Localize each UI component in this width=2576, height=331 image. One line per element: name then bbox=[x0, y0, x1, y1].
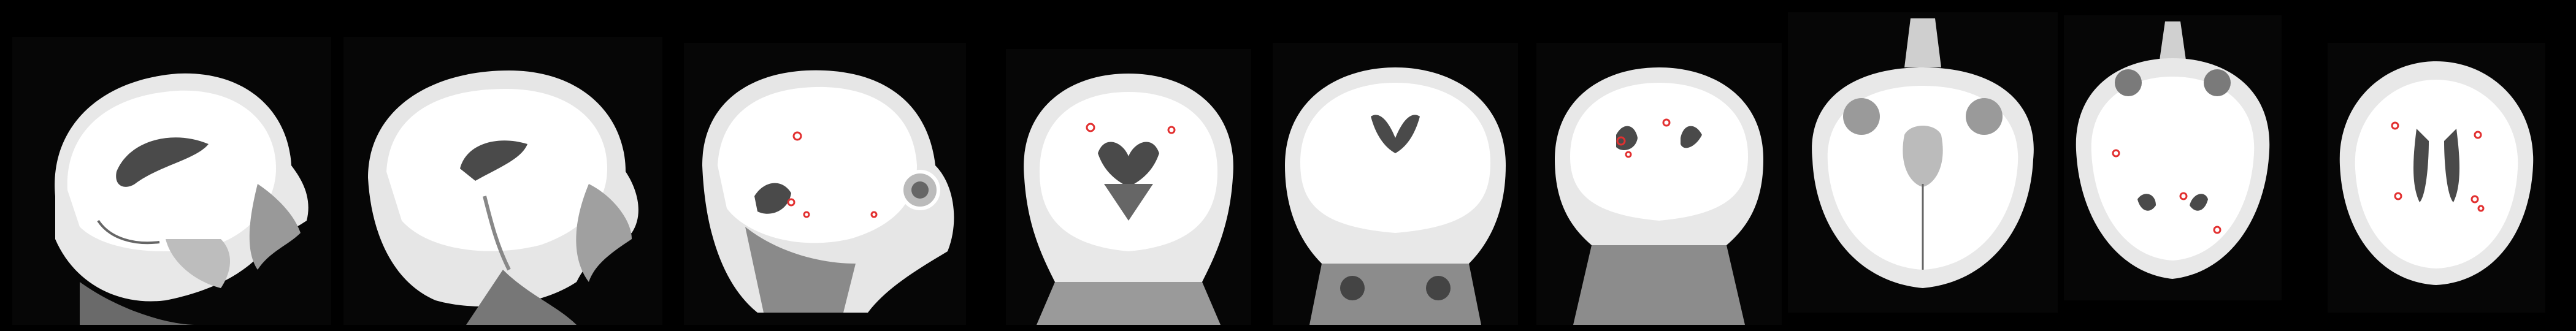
axial-slice-1 bbox=[1788, 12, 2058, 313]
coronal-slice-1 bbox=[1006, 49, 1251, 325]
coronal-slice-1-image bbox=[1006, 49, 1251, 325]
lesion-marker bbox=[2474, 131, 2482, 139]
sagittal-slice-2-image bbox=[343, 37, 662, 325]
sagittal-slice-2 bbox=[343, 37, 662, 325]
lesion-marker bbox=[803, 211, 810, 218]
lesion-marker bbox=[787, 198, 795, 207]
coronal-slice-2 bbox=[1273, 43, 1518, 325]
sagittal-slice-3-image bbox=[684, 43, 966, 325]
lesion-marker bbox=[2179, 192, 2188, 200]
coronal-slice-3-image bbox=[1536, 43, 1782, 325]
sagittal-slice-1-image bbox=[12, 37, 331, 325]
lesion-marker bbox=[2477, 205, 2485, 212]
coronal-slice-3 bbox=[1536, 43, 1782, 325]
lesion-marker bbox=[2112, 149, 2120, 158]
lesion-marker bbox=[1086, 123, 1095, 132]
axial-slice-2 bbox=[2064, 15, 2282, 300]
sagittal-slice-1 bbox=[12, 37, 331, 325]
axial-slice-3 bbox=[2328, 43, 2545, 313]
lesion-marker bbox=[2391, 121, 2399, 130]
lesion-marker bbox=[870, 211, 878, 218]
lesion-marker bbox=[1616, 136, 1626, 146]
axial-slice-1-image bbox=[1788, 12, 2058, 313]
lesion-marker bbox=[2213, 226, 2221, 234]
axial-slice-3-image bbox=[2328, 43, 2545, 313]
axial-slice-2-image bbox=[2064, 15, 2282, 300]
lesion-marker bbox=[1625, 151, 1632, 158]
lesion-marker bbox=[2471, 195, 2479, 204]
lesion-marker bbox=[1662, 118, 1671, 127]
sagittal-slice-3 bbox=[684, 43, 966, 325]
lesion-marker bbox=[792, 131, 802, 141]
coronal-slice-2-image bbox=[1273, 43, 1518, 325]
lesion-marker bbox=[1167, 126, 1176, 134]
lesion-marker bbox=[2394, 192, 2402, 200]
